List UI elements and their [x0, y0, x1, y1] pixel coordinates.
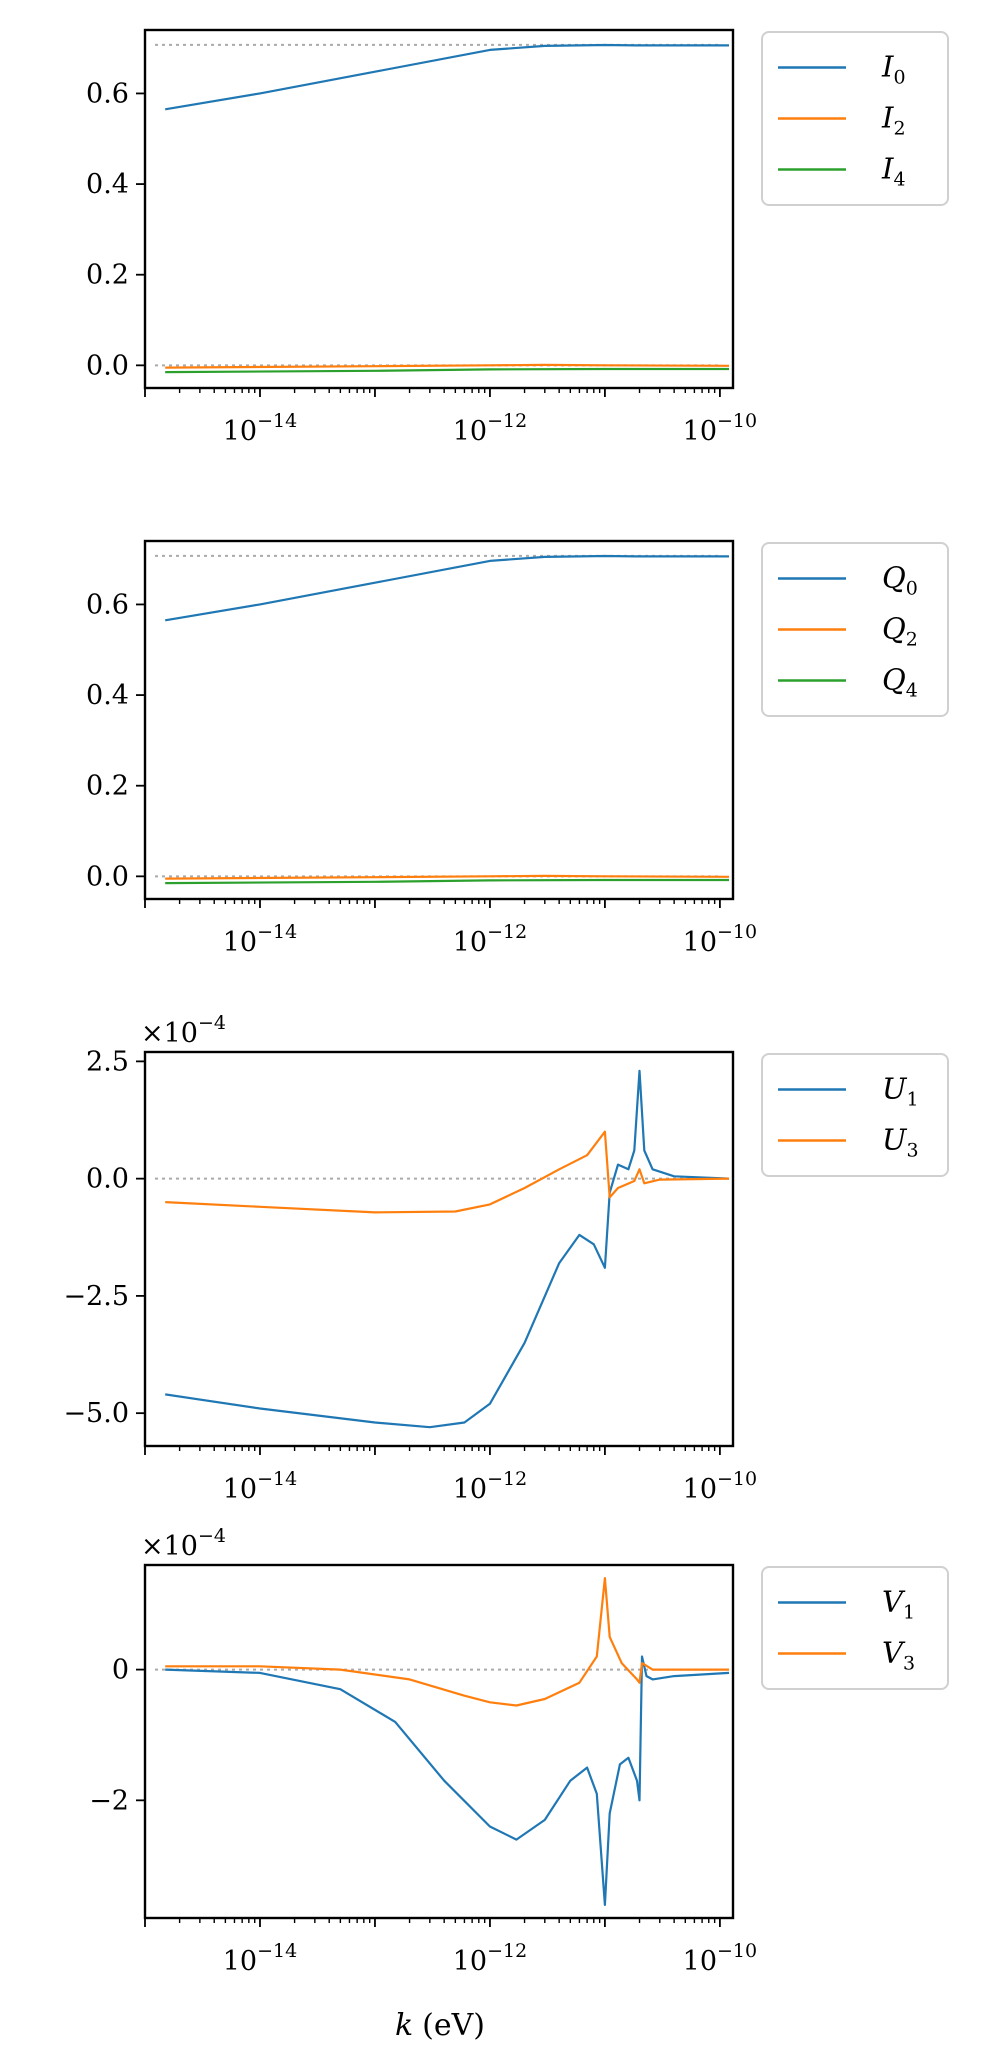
series-line-I0 [165, 43, 729, 111]
plot-frame [143, 539, 735, 901]
legend-label: Q4 [882, 663, 918, 702]
legend-box [761, 542, 949, 717]
legend-label: V1 [882, 1585, 915, 1624]
x-tick-label: 10−10 [683, 921, 757, 958]
series-line-V3 [165, 1577, 729, 1707]
legend-label: I0 [881, 50, 906, 89]
x-tick-label: 10−14 [223, 410, 297, 447]
y-tick-label: −2 [89, 1785, 129, 1816]
x-tick-label: 10−12 [453, 1468, 527, 1505]
series-line-U1 [165, 1069, 730, 1429]
series-line-Q0 [165, 554, 729, 622]
legend-label: U3 [882, 1123, 919, 1162]
y-tick-label: 0.0 [86, 1164, 129, 1195]
x-tick-label: 10−10 [683, 1468, 757, 1505]
series-group [165, 554, 730, 885]
series-line-I4 [165, 367, 729, 374]
y-tick-label: 0.0 [86, 350, 129, 381]
legend-box [761, 31, 949, 206]
legend-label: I2 [881, 101, 906, 140]
series-group [165, 1577, 730, 1906]
x-tick-label: 10−14 [223, 921, 297, 958]
y-tick-label: 0.6 [86, 589, 129, 620]
plot-frame [143, 1563, 735, 1920]
series-line-Q4 [165, 878, 729, 885]
legend-box [761, 1053, 949, 1177]
x-tick-label: 10−14 [223, 1468, 297, 1505]
y-tick-label: −5.0 [63, 1398, 129, 1429]
x-tick-label: 10−10 [683, 1940, 757, 1977]
plot-frame [143, 1050, 735, 1448]
y-tick-label: 0.6 [86, 78, 129, 109]
series-line-Q2 [165, 874, 730, 880]
legend: I0 I2 I4 [761, 31, 949, 206]
series-line-I2 [165, 363, 730, 369]
y-tick-label: 0.4 [86, 680, 129, 711]
series-line-U3 [165, 1130, 730, 1214]
y-tick-label: 0 [112, 1655, 129, 1686]
y-offset-label: ×10−4 [141, 1012, 226, 1049]
legend-label: U1 [882, 1072, 919, 1111]
y-tick-label: 0.2 [86, 260, 129, 291]
y-offset-label: ×10−4 [141, 1525, 226, 1562]
x-tick-label: 10−12 [453, 410, 527, 447]
legend-label: Q0 [882, 561, 918, 600]
x-axis-label-var: k [395, 2008, 413, 2043]
x-axis-label: k (eV) [395, 2008, 485, 2043]
chart-panel-1: 10−14 10−12 10−10 0.0 0.2 0.4 0.6 I0 I2 I4 [86, 28, 949, 447]
series-line-V1 [165, 1655, 730, 1906]
y-tick-label: 0.0 [86, 861, 129, 892]
legend-label: V3 [882, 1636, 915, 1675]
legend-box [761, 1566, 949, 1690]
y-tick-label: 0.2 [86, 771, 129, 802]
chart-panel-2: 10−14 10−12 10−10 0.0 0.2 0.4 0.6 Q0 Q2 Q4 [86, 539, 949, 958]
legend-label: I4 [881, 152, 906, 191]
x-tick-label: 10−12 [453, 921, 527, 958]
x-tick-label: 10−14 [223, 1940, 297, 1977]
series-group [165, 1069, 730, 1429]
y-tick-label: −2.5 [63, 1281, 129, 1312]
y-tick-label: 2.5 [86, 1046, 129, 1077]
series-group [165, 43, 730, 374]
x-axis-label-unit: (eV) [422, 2008, 485, 2043]
legend-label: Q2 [882, 612, 918, 651]
plot-frame [143, 28, 735, 390]
y-tick-label: 0.4 [86, 169, 129, 200]
legend: Q0 Q2 Q4 [761, 542, 949, 717]
x-tick-label: 10−10 [683, 410, 757, 447]
x-tick-label: 10−12 [453, 1940, 527, 1977]
